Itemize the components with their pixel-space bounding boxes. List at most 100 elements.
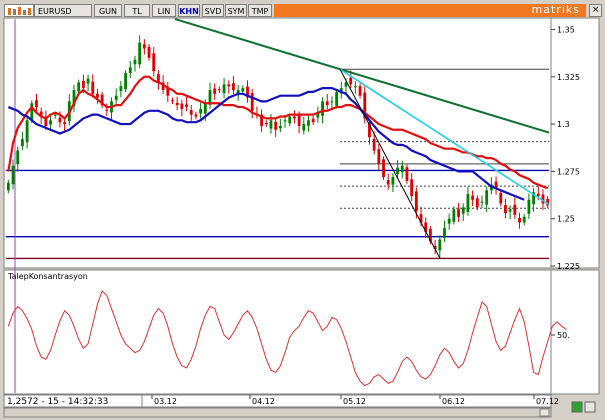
candle-type-button[interactable]: KHN: [178, 4, 200, 17]
candle-body: [180, 103, 184, 109]
candle: [424, 217, 428, 239]
candle: [443, 220, 446, 242]
candle-body: [358, 86, 362, 96]
candle: [77, 79, 81, 95]
candle-body: [443, 228, 446, 238]
candle-body: [119, 86, 123, 92]
symbol-field[interactable]: EURUSD: [34, 4, 92, 17]
candle-body: [293, 116, 296, 119]
candle-body: [504, 205, 507, 214]
candle: [368, 118, 371, 145]
candle-body: [368, 122, 371, 138]
matriks-logo: [4, 4, 34, 17]
candle: [124, 70, 127, 93]
candle-body: [232, 83, 235, 91]
candle: [532, 188, 535, 212]
brand-bar: matriks: [274, 3, 586, 17]
candle-body: [161, 82, 165, 91]
candle-body: [100, 94, 104, 106]
candle: [11, 159, 15, 190]
candle: [452, 206, 456, 225]
oscillator-line: [7, 290, 567, 387]
candle-body: [321, 101, 324, 116]
horizontal-scrollbar[interactable]: [3, 407, 552, 418]
candle: [372, 131, 376, 155]
candle-body: [461, 207, 465, 214]
candle: [471, 190, 475, 207]
candle-body: [536, 193, 540, 196]
candle-body: [522, 216, 526, 223]
candle-body: [138, 42, 142, 65]
candle: [264, 120, 268, 127]
candle-body: [325, 101, 329, 106]
candle-body: [250, 93, 254, 111]
candle: [527, 193, 531, 219]
candle-body: [77, 82, 81, 92]
candle-body: [330, 101, 334, 103]
candle-body: [513, 204, 517, 215]
candle-body: [391, 177, 395, 185]
candle-body: [447, 218, 451, 224]
candle: [475, 195, 479, 211]
zoom-in-icon[interactable]: [571, 401, 583, 413]
candle: [49, 115, 52, 131]
template-button[interactable]: TMP: [248, 4, 272, 17]
price-tick-label: 1.25: [557, 215, 575, 224]
candle-body: [157, 74, 160, 83]
candle: [91, 74, 95, 98]
candle-body: [475, 198, 479, 208]
brand-name: matriks: [531, 3, 580, 16]
period-daily-button[interactable]: GUN: [94, 4, 122, 17]
candle-body: [241, 88, 245, 92]
candle-body: [288, 116, 292, 124]
candle-body: [344, 82, 348, 87]
symbol-button[interactable]: SYM: [225, 4, 247, 17]
linear-scale-button[interactable]: LIN: [152, 4, 176, 17]
candle-body: [227, 84, 231, 87]
candle-body: [382, 159, 385, 178]
candle-body: [39, 111, 43, 117]
toolbar: EURUSD GUN TL LIN KHN SVD SYM TMP matrik…: [2, 2, 602, 18]
candle-body: [6, 182, 10, 191]
candle: [274, 117, 278, 138]
oscillator-title: TalepKonsantrasyon: [7, 272, 88, 281]
logo-icon: [8, 7, 31, 15]
price-tick-label: 1.275: [557, 167, 580, 176]
scroll-right-arrow[interactable]: [539, 408, 550, 417]
candle-body: [424, 222, 428, 232]
candle: [438, 235, 442, 258]
candle: [105, 103, 109, 116]
candle-body: [527, 199, 531, 214]
candle: [194, 111, 198, 120]
candle: [330, 96, 334, 109]
candle-body: [278, 125, 282, 129]
candle-body: [363, 92, 367, 119]
zoom-out-icon[interactable]: [584, 401, 596, 413]
time-tick-label: 05.12: [343, 397, 366, 406]
candle-body: [499, 192, 503, 204]
oscillator-panel: [3, 269, 552, 395]
moving-average-blue: [7, 87, 525, 201]
candle: [504, 198, 507, 219]
candle: [114, 88, 118, 104]
candle: [189, 104, 193, 121]
candle-body: [96, 93, 99, 98]
close-button[interactable]: ×: [589, 4, 602, 17]
candle: [260, 109, 263, 133]
candle: [325, 93, 329, 110]
candle: [480, 195, 484, 208]
volume-button[interactable]: SVD: [202, 4, 224, 17]
candle: [63, 118, 67, 132]
candle-body: [44, 118, 48, 126]
candle-body: [429, 228, 432, 242]
candle-body: [91, 81, 95, 94]
price-tick-label: 1.3: [557, 120, 570, 129]
currency-tl-button[interactable]: TL: [124, 4, 150, 17]
candle-body: [124, 72, 127, 90]
candle-body: [419, 214, 423, 223]
trendline-black: [339, 68, 441, 259]
candle-body: [541, 194, 545, 204]
candle-body: [494, 181, 498, 189]
candle-body: [58, 117, 62, 123]
candle-body: [264, 122, 268, 125]
